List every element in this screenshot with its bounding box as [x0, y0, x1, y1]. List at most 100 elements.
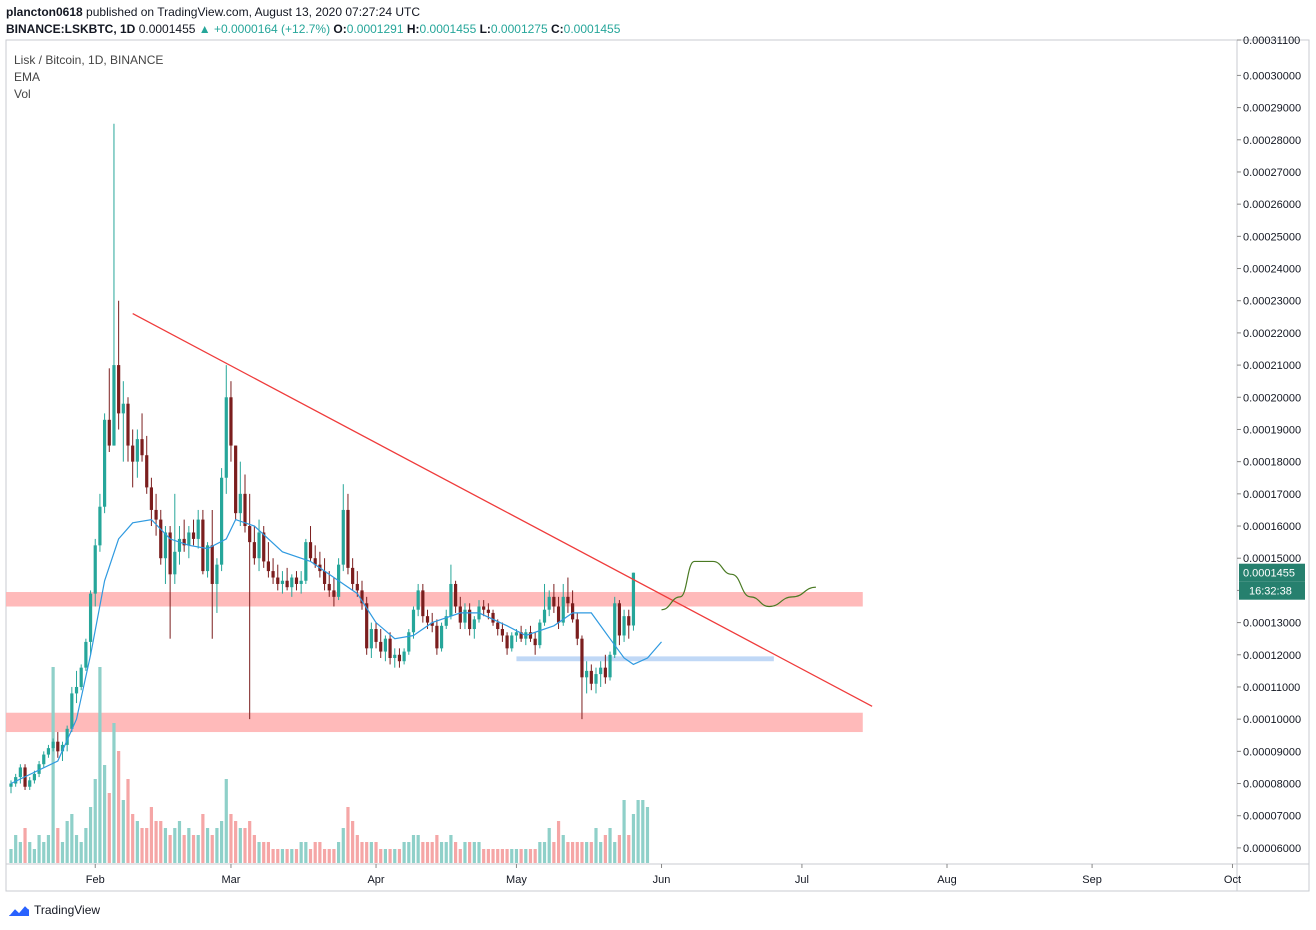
candle[interactable] [463, 603, 467, 630]
candle[interactable] [631, 572, 636, 631]
candle[interactable] [37, 761, 41, 778]
candle[interactable] [88, 590, 93, 655]
candle[interactable] [589, 664, 593, 691]
candle[interactable] [28, 777, 32, 790]
candle[interactable] [594, 667, 598, 694]
candle[interactable] [622, 609, 626, 642]
candle[interactable] [547, 590, 551, 617]
candle[interactable] [402, 648, 406, 665]
candle[interactable] [51, 738, 55, 752]
candle[interactable] [135, 429, 139, 478]
candle[interactable] [9, 780, 13, 794]
candle[interactable] [42, 751, 46, 768]
candle[interactable] [449, 564, 453, 620]
candle[interactable] [168, 526, 172, 639]
candle[interactable] [533, 632, 537, 655]
candle[interactable] [585, 661, 589, 694]
candle[interactable] [505, 632, 509, 655]
candle[interactable] [351, 558, 355, 591]
candle[interactable] [70, 686, 74, 733]
resistance-zone[interactable] [6, 592, 863, 607]
candle[interactable] [257, 519, 261, 572]
candle[interactable] [304, 538, 308, 584]
candle[interactable] [388, 632, 392, 665]
candle[interactable] [210, 509, 214, 639]
candle[interactable] [201, 509, 205, 575]
candle[interactable] [252, 526, 256, 565]
candle[interactable] [383, 635, 387, 662]
candle[interactable] [327, 571, 331, 597]
candle[interactable] [107, 368, 111, 452]
candle[interactable] [580, 635, 584, 720]
candle[interactable] [191, 519, 196, 546]
candle[interactable] [341, 484, 345, 572]
candle[interactable] [121, 381, 125, 462]
tradingview-logo[interactable]: TradingView [8, 903, 100, 917]
candle[interactable] [220, 468, 224, 572]
candle[interactable] [271, 558, 275, 584]
candle[interactable] [103, 413, 107, 514]
candle[interactable] [369, 622, 373, 658]
candle[interactable] [538, 619, 542, 649]
candle[interactable] [229, 381, 233, 462]
candle[interactable] [332, 577, 336, 607]
candle[interactable] [154, 493, 158, 536]
candle[interactable] [224, 365, 228, 494]
candle[interactable] [552, 583, 556, 613]
ema-line[interactable] [10, 518, 662, 785]
candle[interactable] [163, 526, 168, 584]
candle[interactable] [112, 123, 116, 446]
candle[interactable] [397, 648, 402, 668]
candle[interactable] [599, 661, 603, 687]
candle[interactable] [603, 654, 607, 684]
candle[interactable] [196, 509, 200, 549]
candle[interactable] [346, 493, 350, 575]
candle[interactable] [93, 538, 97, 607]
candle[interactable] [145, 435, 149, 494]
candle[interactable] [234, 445, 238, 520]
candle[interactable] [299, 571, 303, 594]
candle[interactable] [98, 493, 102, 552]
candle[interactable] [379, 629, 383, 658]
candle[interactable] [575, 612, 579, 646]
candle[interactable] [435, 619, 439, 655]
candle[interactable] [491, 609, 495, 626]
candle[interactable] [294, 571, 299, 591]
candle[interactable] [355, 571, 359, 597]
candle[interactable] [248, 493, 252, 720]
candle[interactable] [65, 725, 69, 752]
candle[interactable] [14, 773, 18, 787]
candle[interactable] [177, 526, 182, 565]
candle[interactable] [308, 526, 313, 562]
candle[interactable] [56, 732, 60, 758]
candle[interactable] [337, 558, 341, 601]
candle[interactable] [613, 596, 617, 658]
candle[interactable] [439, 622, 444, 652]
candle[interactable] [566, 577, 570, 613]
candle[interactable] [444, 609, 448, 630]
projection-path[interactable] [661, 560, 816, 611]
candle[interactable] [173, 493, 177, 584]
candle[interactable] [365, 596, 369, 655]
candle[interactable] [421, 583, 425, 623]
candle[interactable] [482, 600, 486, 617]
legend-ema[interactable]: EMA [14, 70, 41, 84]
candle[interactable] [500, 622, 504, 642]
candle[interactable] [266, 542, 270, 578]
candle[interactable] [617, 600, 621, 646]
candle[interactable] [187, 526, 191, 559]
candle[interactable] [524, 629, 528, 646]
candle[interactable] [74, 670, 79, 704]
support-zone[interactable] [6, 712, 863, 733]
candle[interactable] [318, 551, 322, 578]
candle[interactable] [79, 664, 83, 691]
candle[interactable] [608, 651, 612, 681]
candle[interactable] [84, 638, 88, 671]
candle[interactable] [542, 583, 547, 626]
candle[interactable] [18, 764, 22, 784]
author-name[interactable]: plancton0618 [6, 5, 83, 19]
candle[interactable] [519, 625, 523, 642]
candle[interactable] [182, 519, 186, 552]
candle[interactable] [627, 609, 631, 639]
